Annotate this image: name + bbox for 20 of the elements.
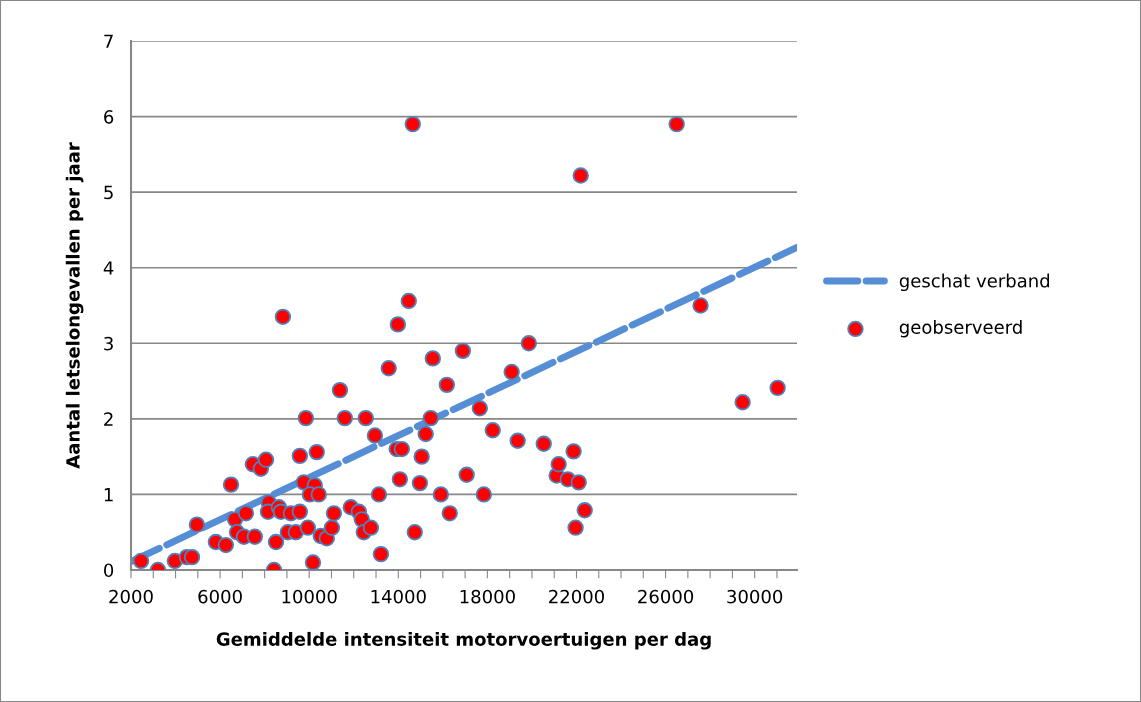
y-tick-label: 6 [104,110,114,124]
x-tick-label: 2000 [109,589,153,604]
y-tick-label: 3 [104,336,113,351]
x-tick-label: 18000 [460,589,515,604]
y-tick-label: 7 [104,34,113,48]
legend-label: geobserveerd [899,319,1022,338]
y-tick-label: 5 [104,185,113,200]
x-tick-label: 6000 [198,589,242,604]
x-tick-label: 30000 [727,589,783,604]
x-tick-label: 14000 [371,589,426,604]
legend-label: geschat verband [899,273,1050,292]
y-tick-label: 0 [104,563,114,578]
y-axis-title: Aantal letselongevallen per jaar [65,142,84,469]
y-tick-label: 1 [104,488,113,502]
y-tick-label: 4 [103,261,114,275]
x-tick-label: 10000 [282,589,337,604]
x-tick-label: 26000 [638,589,694,604]
x-tick-label: 22000 [549,589,604,604]
x-axis-title: Gemiddelde intensiteit motorvoertuigen per dag [216,631,711,650]
y-tick-label: 2 [104,412,113,426]
